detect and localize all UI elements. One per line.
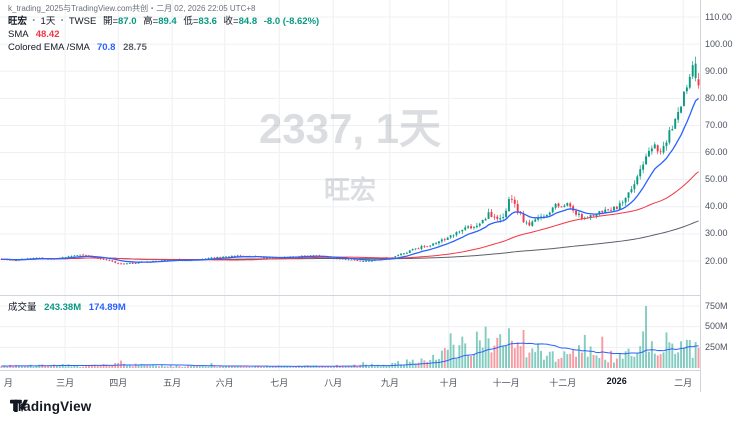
open-value: 87.0 [118,16,137,27]
price-axis-label: 60.00 [705,147,728,158]
sma-label: SMA [8,29,29,40]
volume-pane[interactable] [0,296,700,370]
chart-legend: 旺宏・ 1天・ TWSE 開=87.0 高=89.4 低=83.6 收=84.8 -… [8,15,319,54]
price-axis-label: 110.00 [705,11,732,22]
time-axis-label: 十月 [439,378,458,388]
volume-label: 成交量 [8,302,37,313]
volume-value: 243.38M [44,302,82,313]
high-key: 高= [143,16,159,27]
exchange-label: TWSE [68,16,97,27]
symbol-name: 旺宏 [8,16,28,27]
time-axis-label: 月 [3,378,13,388]
volume-legend-row[interactable]: 成交量 243.38M 174.89M [8,299,126,313]
time-axis-label: 二月 [674,378,693,388]
tradingview-logo[interactable]: TradingView [10,399,91,414]
close-value: 84.8 [238,16,258,27]
time-axis-label: 五月 [163,378,182,388]
volume-ma-value: 174.89M [88,302,126,313]
sma-value: 48.42 [35,29,60,40]
time-axis-label: 六月 [215,378,234,388]
time-axis-label: 三月 [56,378,75,388]
ema-label: Colored EMA /SMA [8,42,90,53]
volume-axis-label: 250M [705,341,728,352]
price-axis-label: 40.00 [705,201,728,212]
price-axis-label: 20.00 [705,255,728,266]
time-axis[interactable]: 月 三月 四月 五月 六月 七月 八月 九月 十月 十一月 十二月 2026 二月 [0,370,700,393]
price-axis-label: 80.00 [705,92,728,103]
legend-separator: ・ [57,16,67,27]
tradingview-logo-text: TradingView [10,399,92,414]
low-value: 83.6 [198,16,217,27]
price-axis-label: 30.00 [705,228,728,239]
change-value: -8.0 (-8.62%) [263,16,320,27]
time-axis-label: 九月 [380,378,399,388]
time-axis-label: 十二月 [549,378,577,388]
ema-legend-row[interactable]: Colored EMA /SMA 70.8 28.75 [8,41,319,54]
price-axis-label: 50.00 [705,174,728,185]
interval-label: 1天 [40,16,56,27]
volume-axis-label: 500M [705,321,728,332]
time-axis-label: 八月 [324,378,343,388]
close-key: 收= [223,16,239,27]
attribution-note: k_trading_2025与TradingView.com共创・二月 02, … [8,4,256,13]
price-axis-label: 100.00 [705,38,733,49]
sma-legend-row[interactable]: SMA 48.42 [8,28,319,41]
legend-separator: ・ [29,16,39,27]
pane-divider[interactable] [0,295,700,296]
high-value: 89.4 [158,16,177,27]
price-axis-label: 70.00 [705,119,728,130]
volume-axis-label: 750M [705,300,728,311]
price-axis[interactable]: 110.00 100.00 90.00 80.00 70.00 60.00 50.00 40.… [700,0,740,392]
price-chart-pane[interactable] [0,0,700,296]
tradingview-logo-icon [10,399,28,412]
time-axis-label: 2026 [606,376,627,386]
open-key: 開= [102,16,118,27]
price-axis-label: 90.00 [705,65,728,76]
time-axis-label: 四月 [109,378,128,388]
low-key: 低= [183,16,199,27]
time-axis-label: 七月 [270,378,289,388]
ema-sma-value: 28.75 [123,42,147,53]
symbol-legend-row[interactable]: 旺宏・ 1天・ TWSE 開=87.0 高=89.4 低=83.6 收=84.8 -… [8,15,319,28]
ema-value: 70.8 [96,42,116,53]
time-axis-label: 十一月 [492,378,520,388]
